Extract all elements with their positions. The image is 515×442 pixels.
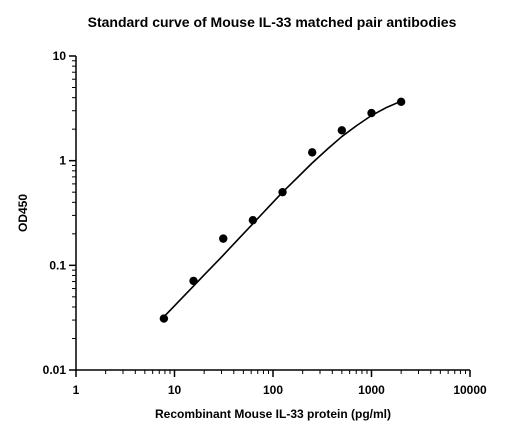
data-point <box>219 234 228 243</box>
y-axis-label: OD450 <box>16 194 30 232</box>
y-tick-label: 0.1 <box>49 258 66 272</box>
x-tick-label: 1000 <box>358 383 385 397</box>
x-tick-label: 10 <box>168 383 182 397</box>
y-tick-label: 10 <box>53 49 67 63</box>
x-axis-label: Recombinant Mouse IL-33 protein (pg/ml) <box>155 407 391 421</box>
data-point <box>189 276 198 286</box>
data-point <box>337 126 347 135</box>
data-point <box>278 187 287 197</box>
data-point <box>396 97 406 107</box>
fit-curve-group <box>161 100 402 320</box>
chart-title: Standard curve of Mouse IL-33 matched pa… <box>88 14 457 30</box>
y-tick-label: 0.01 <box>43 363 67 377</box>
data-point <box>248 215 258 225</box>
data-point <box>307 148 317 157</box>
data-points <box>159 97 406 323</box>
data-point <box>159 314 169 323</box>
data-point <box>367 108 376 118</box>
axes: 1 10 100 1000 10000 0.01 0.1 1 10 <box>43 49 487 397</box>
y-tick-label: 1 <box>59 154 66 168</box>
fit-curve <box>161 100 402 320</box>
x-tick-label: 1 <box>73 383 80 397</box>
x-tick-label: 100 <box>263 383 283 397</box>
x-tick-label: 10000 <box>453 383 487 397</box>
